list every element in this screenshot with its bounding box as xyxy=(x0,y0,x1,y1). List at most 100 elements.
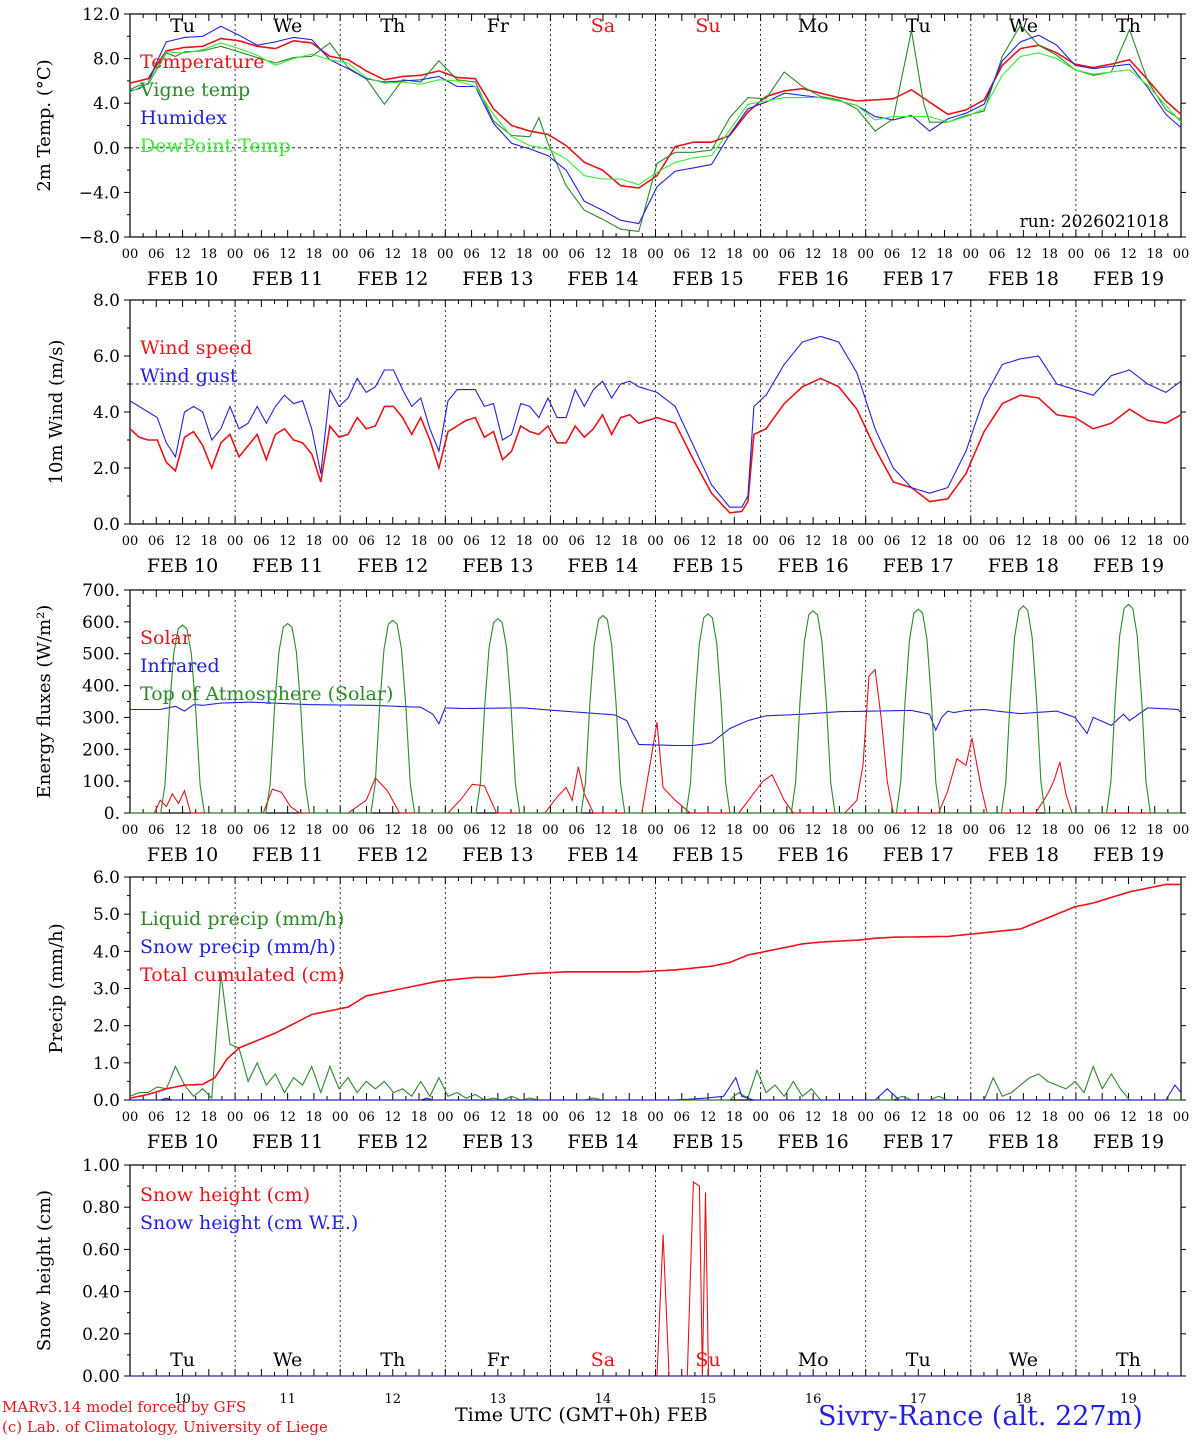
hour-tick-label: 00 xyxy=(332,1110,349,1125)
hour-tick-label: 00 xyxy=(857,247,874,262)
hour-tick-label: 18 xyxy=(726,1110,743,1125)
hour-tick-label: 06 xyxy=(148,823,165,838)
y-tick-label: 0.00 xyxy=(82,1367,120,1387)
series-line xyxy=(129,42,1182,186)
series-line xyxy=(130,701,1182,747)
date-label: FEB 19 xyxy=(1093,844,1164,866)
hour-tick-label: 12 xyxy=(174,534,191,549)
panel-precip: 0.0 1.0 2.0 3.0 4.0 5.0 6.0 Precip (mm/h) 00 06 12… xyxy=(46,868,1189,1153)
y-axis-label: 10m Wind (m/s) xyxy=(46,340,67,485)
hour-tick-label: 18 xyxy=(516,534,533,549)
date-label: FEB 19 xyxy=(1093,268,1164,290)
day-of-week-label: Tu xyxy=(906,1349,931,1371)
hour-tick-label: 18 xyxy=(306,247,323,262)
y-tick-label: 4.0 xyxy=(93,403,120,423)
month-label: FEB xyxy=(666,1404,708,1426)
hour-tick-label: 00 xyxy=(437,1110,454,1125)
hour-tick-label: 12 xyxy=(595,823,612,838)
hour-tick-label: 18 xyxy=(1041,534,1058,549)
hour-tick-label: 12 xyxy=(910,534,927,549)
date-label: FEB 12 xyxy=(357,555,428,577)
y-tick-label: 300. xyxy=(82,708,120,728)
hour-tick-label: 06 xyxy=(884,823,901,838)
hour-tick-label: 00 xyxy=(857,534,874,549)
hour-tick-label: 00 xyxy=(857,823,874,838)
y-tick-label: 8.0 xyxy=(93,291,120,311)
hour-tick-label: 06 xyxy=(358,247,375,262)
hour-tick-label: 06 xyxy=(253,247,270,262)
date-label: FEB 15 xyxy=(672,844,743,866)
day-of-week-label: Tu xyxy=(906,15,931,37)
panel-temp: −8.0 −4.0 0.0 4.0 8.0 12.0 2m Temp. (°C) 00 06 12… xyxy=(34,5,1189,290)
date-label: FEB 13 xyxy=(462,844,533,866)
hour-tick-label: 06 xyxy=(674,823,691,838)
hour-tick-label: 00 xyxy=(542,1110,559,1125)
hour-tick-label: 00 xyxy=(437,247,454,262)
hour-tick-label: 06 xyxy=(358,534,375,549)
day-of-week-label: Fr xyxy=(487,1349,510,1371)
hour-tick-label: 12 xyxy=(1120,823,1137,838)
y-tick-label: 200. xyxy=(82,740,120,760)
hour-tick-label: 06 xyxy=(884,247,901,262)
day-number-label: 19 xyxy=(1120,1392,1137,1407)
hour-tick-label: 18 xyxy=(306,1110,323,1125)
hour-tick-label: 18 xyxy=(516,823,533,838)
hour-tick-label: 12 xyxy=(384,247,401,262)
credit-label: (c) Lab. of Climatology, University of L… xyxy=(2,1418,328,1436)
hour-tick-label: 18 xyxy=(306,823,323,838)
legend-entry: Humidex xyxy=(140,107,227,129)
hour-tick-label: 00 xyxy=(647,1110,664,1125)
hour-tick-label: 00 xyxy=(542,247,559,262)
day-number-label: 14 xyxy=(595,1392,612,1407)
hour-tick-label: 12 xyxy=(805,534,822,549)
day-number-label: 15 xyxy=(700,1392,717,1407)
hour-tick-label: 06 xyxy=(674,534,691,549)
hour-tick-label: 06 xyxy=(358,823,375,838)
hour-tick-label: 12 xyxy=(1120,1110,1137,1125)
hour-tick-label: 00 xyxy=(332,534,349,549)
date-label: FEB 18 xyxy=(988,268,1059,290)
hour-tick-label: 18 xyxy=(516,1110,533,1125)
hour-tick-label: 06 xyxy=(989,247,1006,262)
hour-tick-label: 18 xyxy=(411,823,428,838)
date-label: FEB 17 xyxy=(883,268,954,290)
hour-tick-label: 12 xyxy=(384,1110,401,1125)
y-tick-label: −8.0 xyxy=(79,228,120,248)
hour-tick-label: 18 xyxy=(726,247,743,262)
hour-tick-label: 12 xyxy=(910,247,927,262)
day-number-label: 17 xyxy=(910,1392,927,1407)
date-label: FEB 10 xyxy=(147,1131,218,1153)
date-label: FEB 14 xyxy=(567,1131,638,1153)
legend-entry: Temperature xyxy=(140,51,264,73)
hour-tick-label: 00 xyxy=(227,1110,244,1125)
hour-tick-label: 12 xyxy=(910,823,927,838)
hour-tick-label: 18 xyxy=(621,534,638,549)
hour-tick-label: 12 xyxy=(805,823,822,838)
hour-tick-label: 00 xyxy=(332,823,349,838)
hour-tick-label: 00 xyxy=(963,247,980,262)
date-label: FEB 12 xyxy=(357,268,428,290)
series-line xyxy=(129,24,1182,232)
date-label: FEB 18 xyxy=(988,1131,1059,1153)
hour-tick-label: 06 xyxy=(1094,823,1111,838)
y-axis-label: Energy fluxes (W/m²) xyxy=(34,605,55,799)
hour-tick-label: 18 xyxy=(1146,534,1163,549)
day-number-label: 16 xyxy=(805,1392,822,1407)
hour-tick-label: 12 xyxy=(700,534,717,549)
date-label: FEB 13 xyxy=(462,1131,533,1153)
hour-tick-label: 18 xyxy=(936,534,953,549)
hour-tick-label: 06 xyxy=(148,534,165,549)
hour-tick-label: 00 xyxy=(1068,1110,1085,1125)
hour-tick-label: 12 xyxy=(279,534,296,549)
hour-tick-label: 00 xyxy=(437,823,454,838)
date-label: FEB 13 xyxy=(462,268,533,290)
y-tick-label: 100. xyxy=(82,772,120,792)
hour-tick-label: 18 xyxy=(936,1110,953,1125)
date-label: FEB 10 xyxy=(147,844,218,866)
y-tick-label: 6.0 xyxy=(93,347,120,367)
hour-tick-label: 06 xyxy=(253,823,270,838)
hour-tick-label: 00 xyxy=(1173,823,1190,838)
hour-tick-label: 06 xyxy=(779,534,796,549)
hour-tick-label: 00 xyxy=(122,534,139,549)
day-of-week-label: Sa xyxy=(591,1349,615,1371)
